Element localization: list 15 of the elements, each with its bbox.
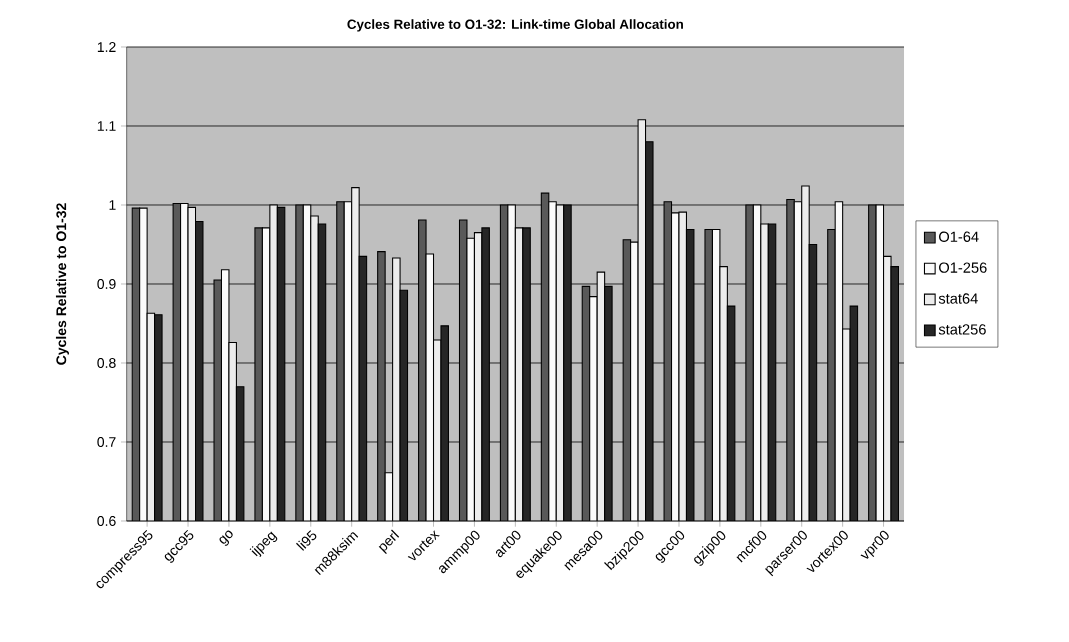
x-tick-label: li95 [296, 530, 317, 551]
y-axis-title: Cycles Relative to O1-32 [55, 203, 69, 365]
y-tick-label: 0.7 [97, 437, 116, 447]
y-tick-label: 0.9 [97, 279, 116, 289]
chart-title: Cycles Relative to O1-32: Link-time Global Allocation [347, 19, 683, 32]
legend-label: O1-64 [939, 231, 979, 242]
legend-label: stat256 [938, 324, 986, 335]
y-tick-label: 1 [109, 200, 116, 210]
y-tick-label: 1.2 [97, 42, 116, 52]
y-tick-label: 0.6 [97, 516, 116, 526]
y-tick-label: 1.1 [97, 121, 116, 131]
y-tick-label: 0.8 [97, 358, 116, 368]
legend-label: O1-256 [939, 262, 987, 273]
x-tick-label: go [219, 530, 233, 546]
legend-label: stat64 [938, 293, 978, 304]
